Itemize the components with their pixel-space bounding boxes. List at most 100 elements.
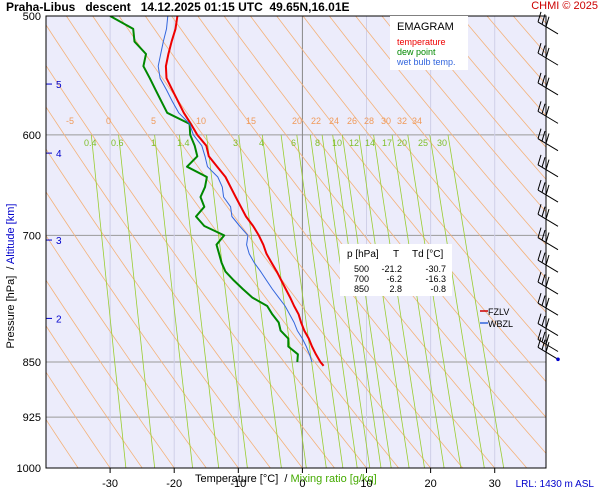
dew-point-series — [109, 16, 299, 363]
wind-barb-shaft — [537, 52, 559, 66]
wind-barb-feather — [537, 72, 542, 84]
wind-barb-feather — [545, 341, 550, 353]
wind-barb-icon — [537, 271, 559, 295]
mixing-ratio-line — [309, 134, 358, 468]
wind-barb-feather — [537, 204, 542, 215]
wind-barb-feather — [541, 157, 546, 168]
wind-barb-icon — [537, 313, 559, 337]
legend-title: EMAGRAM — [397, 21, 454, 33]
wind-barb-shaft — [537, 213, 559, 227]
wind-barb-feather — [545, 133, 550, 144]
wind-barb-feather — [541, 229, 546, 241]
x-axis-title-mixing: Mixing ratio [g/kg] — [290, 473, 377, 485]
lrl-label: LRL: 1430 m ASL — [515, 479, 594, 490]
wind-barb-feather — [545, 254, 550, 266]
wind-barb-shaft — [537, 189, 559, 203]
dry-adiabat-line — [276, 16, 546, 348]
wind-barb-feather — [541, 130, 546, 142]
dry-adiabat-line — [381, 16, 546, 213]
wind-barb-shaft — [537, 346, 559, 360]
mixing-ratio-line — [118, 134, 156, 468]
summary-table-background — [340, 244, 452, 296]
table-cell: -6.2 — [386, 274, 402, 284]
dry-adiabat-line — [250, 16, 546, 383]
theta-label: 28 — [364, 116, 374, 126]
x-tick-label: -20 — [166, 478, 182, 490]
legend-item-wet-bulb: wet bulb temp. — [396, 57, 456, 67]
wind-barb-feather — [541, 339, 546, 350]
wind-barb-feather — [541, 14, 546, 25]
table-cell: 2.8 — [389, 284, 402, 294]
mixing-ratio-label: 0.6 — [111, 138, 124, 148]
wind-barb-feather — [537, 101, 542, 112]
theta-label: 15 — [246, 116, 256, 126]
theta-label: 26 — [347, 116, 357, 126]
dry-adiabat-line — [46, 234, 207, 468]
plot-area — [46, 16, 546, 468]
dry-adiabat-line — [46, 325, 143, 468]
mixing-ratio-line — [341, 134, 392, 468]
wind-barb-feather — [537, 293, 542, 304]
wind-barb-feather — [541, 103, 546, 114]
mixing-ratio-label: 1.4 — [177, 138, 190, 148]
mixing-ratio-label: 4 — [259, 138, 264, 148]
altitude-tick-label: 2 — [56, 314, 62, 325]
dry-adiabat-line — [46, 279, 175, 468]
wind-barb-icon — [537, 179, 559, 203]
wind-barb-feather — [545, 47, 550, 59]
summary-table: p [hPa] T Td [°C] 500 -21.2 -30.7 700 -6… — [340, 244, 452, 296]
wind-barb-feather — [545, 106, 550, 117]
dry-adiabat-line — [46, 106, 303, 468]
wind-barb-shaft — [537, 138, 559, 152]
wind-barb-feather — [541, 252, 546, 263]
wind-barb-feather — [541, 206, 546, 217]
mixing-ratio-line — [391, 134, 445, 468]
mixing-ratio-line — [179, 134, 220, 468]
wind-barb-icon — [537, 101, 559, 124]
wind-barb-icon — [537, 72, 559, 96]
dry-adiabat-line — [66, 16, 399, 468]
wind-barb-shaft — [537, 237, 559, 251]
temperature-series — [164, 16, 325, 367]
mixing-ratio-line — [429, 134, 485, 468]
x-axis-title: Temperature [°C] / Mixing ratio [g/kg] — [195, 473, 377, 485]
x-tick-label: 30 — [489, 478, 501, 490]
wind-barb-feather — [537, 337, 542, 348]
mixing-ratio-line — [154, 134, 193, 468]
x-tick-label: 10 — [360, 478, 372, 490]
mixing-ratio-line — [358, 134, 410, 468]
wet-bulb-series — [157, 16, 313, 363]
wind-barb-shaft — [537, 82, 559, 96]
mixing-ratio-line — [280, 134, 327, 468]
wind-barb-shaft — [537, 323, 559, 337]
pressure-tick-label: 700 — [23, 230, 41, 242]
credit-link[interactable]: CHMI © 2025 — [531, 0, 598, 12]
mixing-ratio-label: 1 — [151, 138, 156, 148]
wind-barb-feather — [545, 297, 550, 309]
table-cell: -21.2 — [381, 264, 402, 274]
mixing-ratio-label: 6 — [291, 138, 296, 148]
altitude-tick-label: 5 — [56, 80, 62, 91]
wind-barb-feather — [545, 159, 550, 170]
mixing-ratio-label: 30 — [437, 138, 447, 148]
table-cell: -0.8 — [430, 284, 446, 294]
wind-barb-icon — [537, 42, 559, 66]
level-markers: FZLV WBZL — [480, 307, 513, 329]
mixing-ratio-line — [321, 134, 371, 468]
wind-barb-icon — [537, 250, 559, 273]
wind-barb-shaft — [537, 281, 559, 295]
table-header-t: T — [393, 249, 399, 260]
altitude-tick-label: 4 — [56, 149, 62, 160]
theta-label: 24 — [329, 116, 339, 126]
pressure-tick-label: 925 — [23, 412, 41, 424]
wind-barb-feather — [537, 154, 542, 166]
mixing-ratio-label: 14 — [365, 138, 375, 148]
pressure-tick-label: 850 — [23, 357, 41, 369]
dry-adiabat-line — [328, 16, 546, 279]
wind-barb-feather — [537, 227, 542, 238]
wind-barb-icon — [537, 227, 559, 251]
wind-barb-feather — [537, 42, 542, 54]
dry-adiabat-line — [407, 16, 546, 180]
mixing-ratio-line — [238, 134, 282, 468]
wind-barb-feather — [541, 295, 546, 306]
